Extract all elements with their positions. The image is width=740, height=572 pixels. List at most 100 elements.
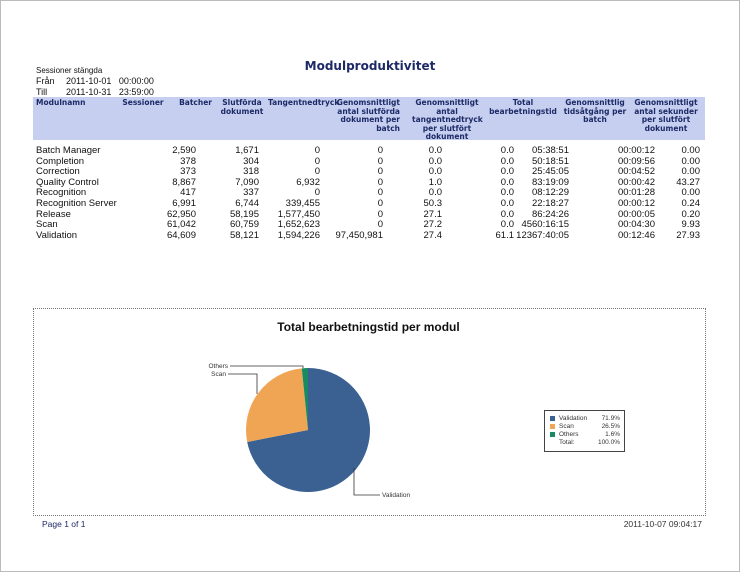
leader-line xyxy=(228,373,258,394)
slice-label: Validation xyxy=(382,492,410,499)
table-cell: 9.93 xyxy=(681,219,701,231)
table-row: Quality Control 8,867 7,090 6,932 0 1.0 0.0 83:… xyxy=(0,177,740,188)
table-cell: 0 xyxy=(314,166,320,178)
legend-swatch xyxy=(550,432,555,437)
table-cell: 00:12:46 xyxy=(618,229,655,241)
table-cell: 61,042 xyxy=(166,219,196,231)
table-cell: 60,759 xyxy=(229,219,259,231)
legend-percent: 1.6% xyxy=(605,431,620,438)
table-cell: Correction xyxy=(36,166,80,178)
table-cell: 1,652,623 xyxy=(277,219,320,231)
slice-label: Scan xyxy=(211,371,226,378)
table-cell: 61.1 xyxy=(495,229,515,241)
chart-box xyxy=(33,308,706,516)
table-cell: 0.00 xyxy=(681,187,701,199)
table-cell: 00:09:56 xyxy=(618,155,655,167)
table-cell: 0.0 xyxy=(428,155,442,167)
table-cell: 00:04:52 xyxy=(618,166,655,178)
table-cell: 4560:16:15 xyxy=(521,219,569,231)
pie-slice-others xyxy=(301,368,308,430)
table-cell: 1,671 xyxy=(235,145,259,156)
table-cell: 00:00:12 xyxy=(618,145,655,156)
table-cell: Release xyxy=(36,208,71,220)
from-label: Från xyxy=(36,76,55,86)
table-cell: Recognition Server xyxy=(36,198,117,209)
table-cell: 00:01:28 xyxy=(618,187,655,199)
table-cell: Completion xyxy=(36,155,85,167)
table-row: Recognition 417 337 0 0 0.0 0.0 08:12:29 00:01:2… xyxy=(0,187,740,198)
table-cell: 0 xyxy=(377,145,383,156)
table-cell: 25:45:05 xyxy=(532,166,569,178)
table-cell: 337 xyxy=(243,187,259,199)
table-cell: 00:00:42 xyxy=(618,176,655,188)
table-cell: 22:18:27 xyxy=(532,198,569,209)
table-cell: Batch Manager xyxy=(36,145,101,156)
legend-item-scan: Scan 26.5% xyxy=(550,423,620,431)
leader-line xyxy=(230,365,304,368)
filter-label: Sessioner stängda xyxy=(36,66,103,75)
table-cell: 373 xyxy=(180,166,196,178)
pie-slice-scan xyxy=(246,368,308,443)
table-cell: 0.00 xyxy=(681,145,701,156)
table-cell: 6,991 xyxy=(172,198,196,209)
table-cell: 0.20 xyxy=(681,208,701,220)
table-cell: 27.2 xyxy=(423,219,443,231)
table-cell: 83:19:09 xyxy=(532,176,569,188)
table-cell: 97,450,981 xyxy=(335,229,383,241)
table-cell: 0 xyxy=(314,145,320,156)
pie-slice-validation xyxy=(247,368,370,492)
slice-label: Others xyxy=(208,363,228,370)
table-cell: 0.0 xyxy=(500,219,514,231)
table-cell: 62,950 xyxy=(166,208,196,220)
table-cell: 0.0 xyxy=(428,166,442,178)
table-cell: 0.0 xyxy=(500,145,514,156)
from-value: 2011-10-01 00:00:00 xyxy=(66,76,154,86)
legend-total: Total: 100.0% xyxy=(550,439,620,447)
table-cell: Validation xyxy=(36,229,78,241)
legend-item-others: Others 1.6% xyxy=(550,431,620,439)
table-cell: 0.24 xyxy=(681,198,701,209)
to-value: 2011-10-31 23:59:00 xyxy=(66,87,154,97)
table-cell: 0.0 xyxy=(500,166,514,178)
table-cell: 2,590 xyxy=(172,145,196,156)
table-cell: 318 xyxy=(243,166,259,178)
legend-total-label: Total: xyxy=(559,439,575,446)
column-header: Genomsnittligt antal sekunder per slutfö… xyxy=(634,98,698,133)
table-header-band xyxy=(33,97,705,140)
table-cell: 304 xyxy=(243,155,259,167)
table-cell: 0.0 xyxy=(500,155,514,167)
legend-label: Validation xyxy=(559,415,588,422)
table-cell: 58,195 xyxy=(229,208,259,220)
page-number: Page 1 of 1 xyxy=(42,519,86,529)
table-cell: 43.27 xyxy=(676,176,700,188)
table-cell: 0 xyxy=(377,155,383,167)
report-timestamp: 2011-10-07 09:04:17 xyxy=(623,519,702,529)
table-cell: Quality Control xyxy=(36,176,99,188)
table-cell: 339,455 xyxy=(285,198,320,209)
table-cell: 1,594,226 xyxy=(277,229,320,241)
table-cell: 0 xyxy=(377,166,383,178)
table-cell: 417 xyxy=(180,187,196,199)
table-cell: 0 xyxy=(377,219,383,231)
table-cell: 6,932 xyxy=(296,176,320,188)
table-row: Batch Manager 2,590 1,671 0 0 0.0 0.0 05:38:51 0… xyxy=(0,145,740,156)
table-cell: 08:12:29 xyxy=(532,187,569,199)
table-cell: 50.3 xyxy=(423,198,443,209)
table-cell: 00:00:05 xyxy=(618,208,655,220)
legend-item-validation: Validation 71.9% xyxy=(550,415,620,423)
table-cell: 0 xyxy=(377,208,383,220)
table-cell: 378 xyxy=(180,155,196,167)
column-header: Genomsnittlig tidsåtgång per batch xyxy=(563,98,627,124)
table-cell: 27.4 xyxy=(423,229,443,241)
table-row: Correction 373 318 0 0 0.0 0.0 25:45:05 00:04:52… xyxy=(0,166,740,177)
table-row: Release 62,950 58,195 1,577,450 0 27.1 0.0 86:2… xyxy=(0,209,740,220)
chart-legend: Validation 71.9% Scan 26.5% Others 1.6% Tot… xyxy=(544,410,625,452)
table-cell: 12367:40:05 xyxy=(516,229,569,241)
table-cell: 8,867 xyxy=(172,176,196,188)
leader-line xyxy=(353,468,380,496)
table-row: Validation 64,609 58,121 1,594,226 97,450,98… xyxy=(0,230,740,241)
column-header: Slutförda dokument xyxy=(220,98,264,116)
table-cell: 0.0 xyxy=(500,187,514,199)
table-cell: 0.0 xyxy=(500,198,514,209)
legend-percent: 71.9% xyxy=(601,415,620,422)
